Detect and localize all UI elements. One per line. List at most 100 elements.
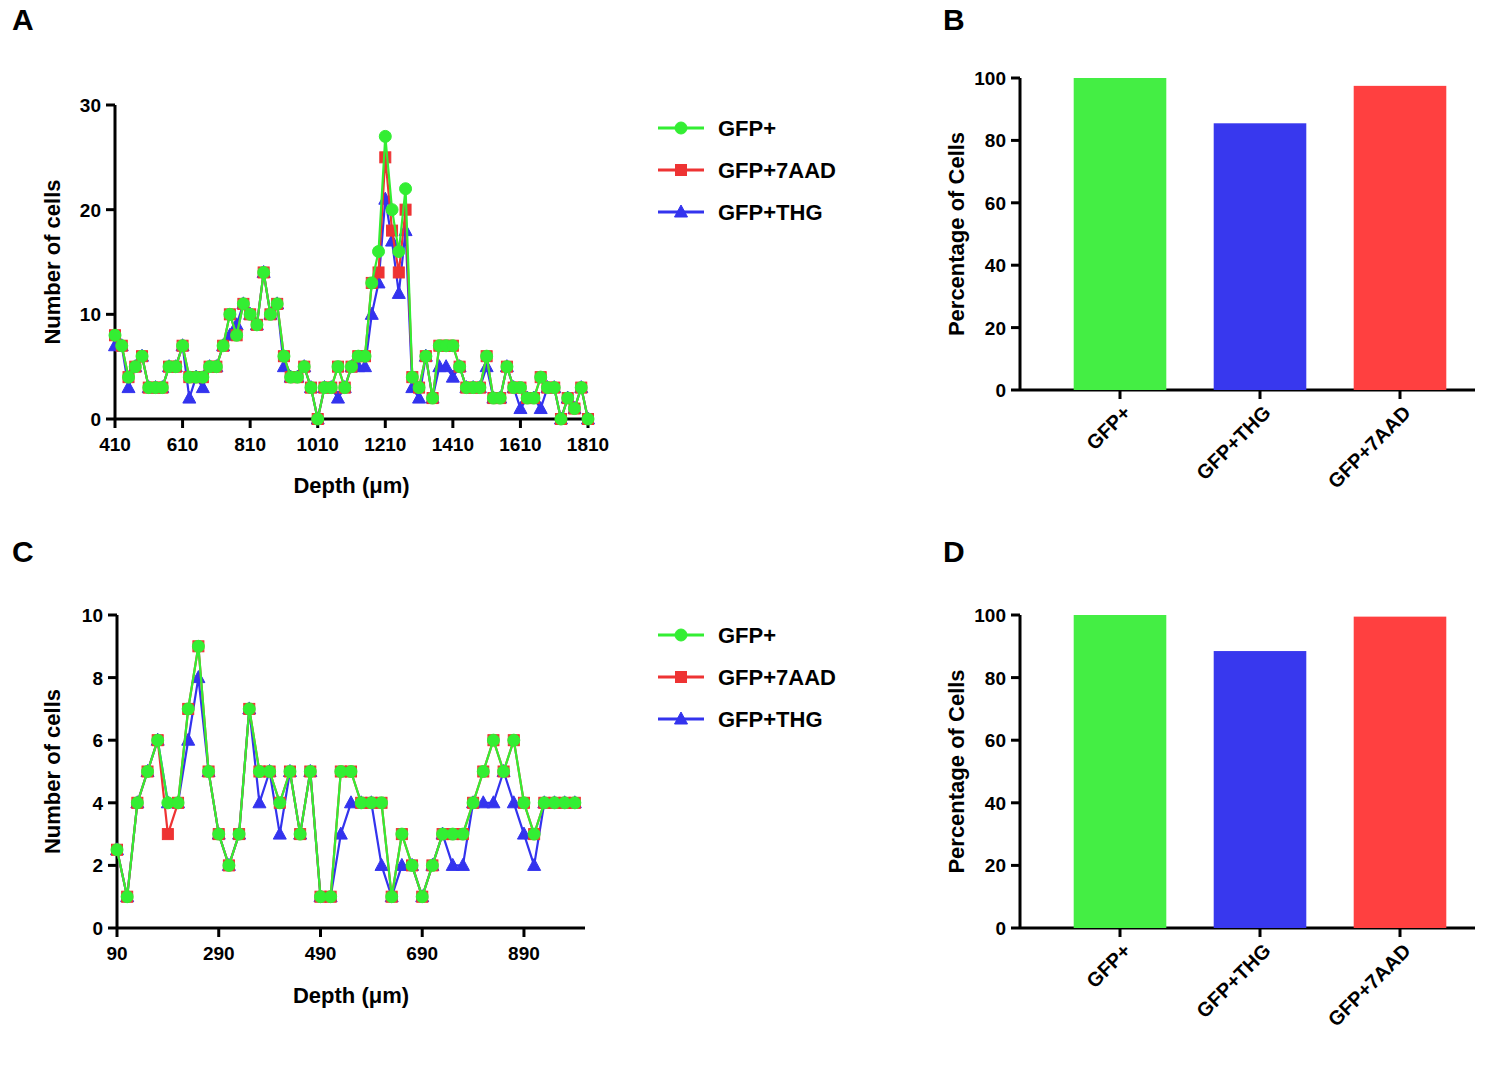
data-point xyxy=(338,381,351,393)
data-point xyxy=(373,246,385,258)
data-point xyxy=(447,340,459,352)
data-point xyxy=(258,267,269,278)
x-tick xyxy=(384,419,387,428)
data-point xyxy=(406,371,418,383)
data-point xyxy=(112,844,123,855)
data-point xyxy=(535,372,546,383)
data-point xyxy=(325,891,336,902)
y-tick-label: 80 xyxy=(985,130,1006,151)
series xyxy=(111,671,582,902)
data-point xyxy=(407,372,418,383)
data-point xyxy=(116,340,128,352)
data-point xyxy=(172,797,184,809)
legend-swatch-marker xyxy=(675,122,687,134)
panel-label: D xyxy=(943,535,965,568)
data-point xyxy=(244,703,255,714)
data-point xyxy=(109,329,121,341)
y-tick-label: 80 xyxy=(985,668,1006,689)
data-point xyxy=(576,382,587,393)
bar xyxy=(1075,78,1165,390)
data-point xyxy=(111,843,124,855)
x-tick-label: 490 xyxy=(305,943,337,964)
data-point xyxy=(454,361,466,373)
data-point xyxy=(406,858,419,870)
y-axis-title: Number of cells xyxy=(40,179,65,344)
data-point xyxy=(508,734,520,746)
data-point xyxy=(253,796,266,808)
y-tick-label: 0 xyxy=(90,409,101,430)
data-point xyxy=(251,319,262,330)
data-point xyxy=(548,382,560,394)
data-point xyxy=(528,828,540,840)
x-tick xyxy=(181,419,184,428)
y-tick xyxy=(1011,614,1020,617)
data-point xyxy=(231,330,242,341)
data-point xyxy=(274,797,286,809)
plot-area xyxy=(109,130,595,425)
y-tick-label: 20 xyxy=(985,318,1006,339)
bar xyxy=(1215,653,1305,928)
y-tick xyxy=(106,418,115,421)
y-tick xyxy=(1011,739,1020,742)
x-tick xyxy=(1119,390,1122,399)
data-point xyxy=(332,361,343,372)
data-point xyxy=(575,381,588,393)
y-tick-label: 40 xyxy=(985,793,1006,814)
legend-label: GFP+ xyxy=(718,116,776,141)
data-point xyxy=(245,309,256,320)
y-tick xyxy=(1011,77,1020,80)
x-tick xyxy=(1399,928,1402,937)
data-point xyxy=(508,735,519,746)
data-point xyxy=(346,361,357,372)
data-point xyxy=(416,891,428,903)
data-point xyxy=(157,382,168,393)
data-point xyxy=(346,361,358,373)
data-point xyxy=(582,413,594,425)
data-point xyxy=(294,828,306,840)
y-tick-label: 4 xyxy=(92,793,103,814)
x-tick-label: 1210 xyxy=(364,434,406,455)
x-axis-title: Depth (μm) xyxy=(293,473,409,498)
x-tick xyxy=(217,928,220,937)
data-point xyxy=(569,403,580,414)
data-point xyxy=(416,890,429,902)
data-point xyxy=(457,828,469,840)
data-point xyxy=(498,766,510,778)
x-tick xyxy=(451,419,454,428)
data-point xyxy=(233,827,246,839)
data-point xyxy=(224,308,236,320)
data-point xyxy=(284,766,295,777)
legend-swatch-marker xyxy=(675,712,688,724)
data-point xyxy=(211,361,222,372)
data-point xyxy=(474,382,485,393)
data-point xyxy=(152,735,163,746)
data-point xyxy=(223,859,235,871)
data-point xyxy=(263,765,276,777)
data-point xyxy=(238,298,249,309)
data-point xyxy=(339,382,350,393)
series-line xyxy=(117,678,575,897)
x-axis-title: Depth (μm) xyxy=(293,983,409,1008)
y-tick xyxy=(106,208,115,211)
data-point xyxy=(265,309,276,320)
data-point xyxy=(346,766,357,777)
data-point xyxy=(197,372,208,383)
chart-panel: D020406080100Percentage of CellsGFP+GFP+… xyxy=(943,535,1475,1031)
y-tick-label: 8 xyxy=(92,668,103,689)
y-axis-line xyxy=(114,105,117,419)
y-tick-label: 20 xyxy=(985,855,1006,876)
data-point xyxy=(396,829,407,840)
data-point xyxy=(110,330,121,341)
data-point xyxy=(233,828,245,840)
data-point xyxy=(568,796,581,808)
data-point xyxy=(274,797,285,808)
y-tick xyxy=(108,927,117,930)
data-point xyxy=(173,797,184,808)
x-tick-label: 1810 xyxy=(567,434,609,455)
data-point xyxy=(518,797,530,809)
y-tick-label: 10 xyxy=(82,605,103,626)
y-tick xyxy=(1011,326,1020,329)
x-tick xyxy=(1399,390,1402,399)
data-point xyxy=(529,829,540,840)
data-point xyxy=(365,307,378,319)
